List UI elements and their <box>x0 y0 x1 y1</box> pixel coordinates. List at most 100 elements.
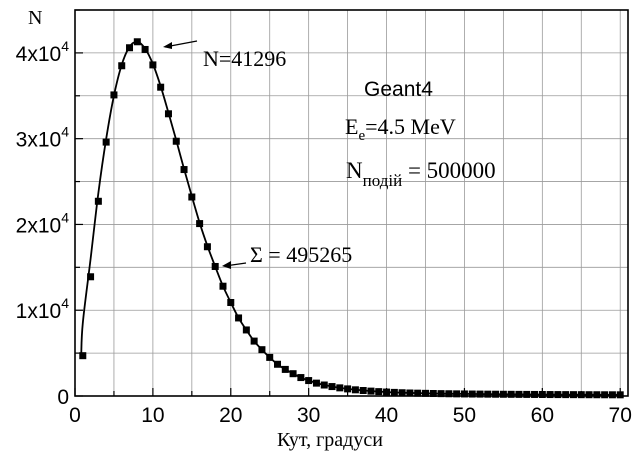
y-axis-label: N <box>28 7 42 29</box>
y-tick-label-base: 1x10 <box>16 300 62 323</box>
annotation-energy-rest: =4.5 MeV <box>365 114 456 139</box>
data-point <box>211 262 219 270</box>
data-point <box>188 193 196 201</box>
data-point <box>569 391 577 399</box>
y-tick-label-exp: 4 <box>61 209 69 225</box>
data-point <box>336 384 344 392</box>
data-point <box>601 391 609 399</box>
annotation-peak: N=41296 <box>163 40 286 71</box>
data-point <box>453 390 461 398</box>
data-point <box>196 220 204 228</box>
data-point <box>328 383 336 391</box>
data-point <box>616 391 624 399</box>
data-point <box>312 379 320 387</box>
y-tick-label-exp: 4 <box>61 124 69 140</box>
annotation-energy-sub: e <box>358 128 365 144</box>
annotation-sum: Σ = 495265 <box>222 242 352 269</box>
data-point <box>577 391 585 399</box>
data-point <box>437 390 445 398</box>
data-point <box>305 377 313 385</box>
annotation-energy-main: E <box>345 114 358 139</box>
x-tick-label: 30 <box>297 404 320 427</box>
y-tick-label-exp: 4 <box>61 38 69 54</box>
data-point <box>414 389 422 397</box>
grid <box>75 10 628 396</box>
data-point <box>406 389 414 397</box>
data-point <box>515 390 523 398</box>
data-point <box>281 365 289 373</box>
annotation-energy: Ee=4.5 MeV <box>345 114 456 144</box>
y-tick-label-base: 3x10 <box>16 129 62 152</box>
x-tick-label: 50 <box>453 404 476 427</box>
data-point <box>476 390 484 398</box>
data-point <box>320 381 328 389</box>
data-point <box>118 62 126 70</box>
data-point <box>258 346 266 354</box>
y-tick-label: 0 <box>57 386 69 409</box>
y-tick-label: 3x104 <box>16 124 70 152</box>
annotation-events-sub: подій <box>363 171 403 190</box>
data-point <box>585 391 593 399</box>
data-point <box>235 314 243 322</box>
data-point <box>484 390 492 398</box>
data-point <box>172 137 180 145</box>
data-point <box>180 166 188 174</box>
y-tick-label-base: 4x10 <box>16 43 62 66</box>
data-point <box>429 390 437 398</box>
data-point <box>383 388 391 396</box>
annotation-events-main: N <box>346 158 363 183</box>
data-point <box>203 243 211 251</box>
annotation-sum-text: Σ = 495265 <box>250 242 352 267</box>
data-point <box>499 390 507 398</box>
data-point <box>562 391 570 399</box>
data-point <box>375 388 383 396</box>
annotation-geant4: Geant4 <box>364 78 433 101</box>
data-point <box>133 38 141 46</box>
data-point <box>79 352 87 360</box>
data-point <box>242 326 250 334</box>
fit-curve <box>80 40 621 396</box>
data-point <box>126 44 134 52</box>
x-tick-label: 10 <box>141 404 164 427</box>
y-tick-label: 4x104 <box>16 38 70 66</box>
x-tick-label: 70 <box>609 404 632 427</box>
data-point <box>554 391 562 399</box>
data-point <box>157 83 165 91</box>
data-point <box>87 273 95 281</box>
data-point <box>421 389 429 397</box>
data-point <box>507 390 515 398</box>
y-tick-label: 1x104 <box>16 295 70 323</box>
data-point <box>359 387 367 395</box>
data-markers <box>79 38 624 399</box>
x-tick-label: 40 <box>375 404 398 427</box>
annotation-sum-arrowhead <box>222 261 231 269</box>
data-point <box>102 138 110 146</box>
data-point <box>523 390 531 398</box>
x-axis-label: Кут, градуси <box>277 429 383 451</box>
data-point <box>445 390 453 398</box>
data-point <box>227 299 235 307</box>
plot-frame <box>74 9 629 397</box>
data-point <box>94 197 102 205</box>
data-point <box>164 110 172 118</box>
data-point <box>250 337 258 345</box>
data-point <box>219 282 227 290</box>
y-tick-label-base: 2x10 <box>16 214 62 237</box>
data-point <box>297 374 305 382</box>
data-point <box>593 391 601 399</box>
data-point <box>492 390 500 398</box>
annotation-events-rest: = 500000 <box>402 158 495 183</box>
data-point <box>141 45 149 53</box>
data-point <box>546 391 554 399</box>
annotation-peak-arrowhead <box>163 42 172 49</box>
annotation-peak-text: N=41296 <box>203 46 286 71</box>
x-tick-label: 60 <box>531 404 554 427</box>
annotation-events: Nподій = 500000 <box>346 158 496 190</box>
data-point <box>390 388 398 396</box>
data-point <box>344 385 352 393</box>
data-point <box>398 389 406 397</box>
data-point <box>538 390 546 398</box>
data-point <box>274 360 282 368</box>
